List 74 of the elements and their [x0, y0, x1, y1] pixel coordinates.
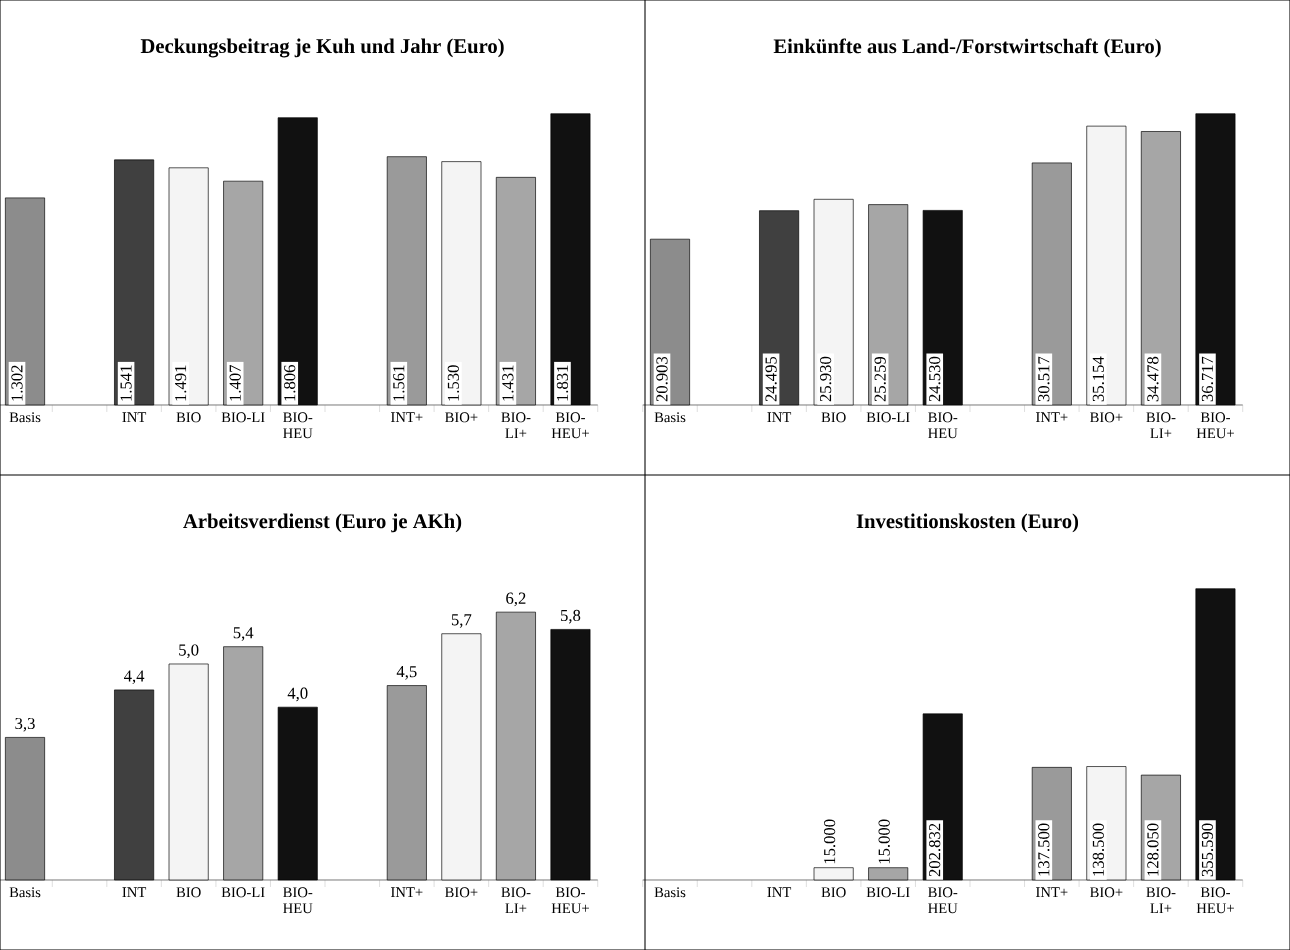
data-label: 4,5 — [396, 666, 417, 680]
data-label: 1.541 — [120, 365, 132, 401]
data-label: 25.930 — [819, 356, 832, 402]
x-tick-label: BIO — [821, 887, 846, 898]
data-label: 1.561 — [393, 365, 405, 401]
x-tick-label: BIO — [176, 887, 201, 898]
data-label: 5,8 — [561, 609, 581, 624]
data-label: 355.590 — [1201, 823, 1214, 877]
data-label: 35.154 — [1092, 356, 1104, 402]
x-tick-label: INT — [122, 887, 147, 897]
x-tick-label: BIO — [176, 412, 201, 423]
data-label: 202.832 — [929, 823, 941, 877]
data-label: 20.903 — [656, 356, 668, 402]
data-label: 5,4 — [233, 627, 254, 641]
data-label: 15.000 — [878, 819, 890, 864]
chart-title: Arbeitsverdienst (Euro je AKh) — [183, 513, 462, 533]
data-label: 15.000 — [823, 819, 836, 864]
data-label: 1.831 — [556, 365, 569, 401]
data-label: 6,2 — [506, 592, 526, 607]
data-label: 5,0 — [179, 644, 199, 659]
x-tick-label: BIO-HEU — [283, 412, 313, 439]
data-label: 4,4 — [124, 670, 145, 684]
x-tick-label: INT — [767, 412, 792, 422]
data-label: 1.806 — [284, 365, 296, 401]
data-label: 1.407 — [229, 365, 241, 401]
data-label: 24.530 — [929, 356, 941, 402]
x-tick-label: INT+ — [1035, 412, 1068, 422]
data-label: 1.530 — [447, 365, 460, 401]
data-label: 36.717 — [1201, 356, 1214, 402]
x-tick-label: BIO-LI — [221, 412, 265, 423]
data-label: 128.050 — [1147, 823, 1159, 876]
x-tick-label: BIO-HEU — [283, 887, 313, 914]
x-tick-label: Basis — [9, 412, 41, 423]
data-label: 137.500 — [1038, 823, 1050, 876]
x-tick-label: BIO-LI+ — [501, 412, 531, 439]
data-label: 25.259 — [874, 356, 886, 402]
x-tick-label: BIO+ — [445, 412, 478, 423]
data-label: 138.500 — [1092, 823, 1105, 876]
x-tick-label: INT — [767, 887, 792, 897]
data-label: 24.495 — [765, 356, 777, 402]
x-tick-label: BIO+ — [1090, 412, 1123, 423]
x-tick-label: BIO-LI — [866, 412, 910, 423]
x-tick-label: INT+ — [390, 887, 423, 897]
x-tick-label: BIO-HEU+ — [551, 887, 589, 914]
x-tick-label: BIO-HEU+ — [551, 412, 589, 439]
chart-title: Einkünfte aus Land-/Forstwirtschaft (Euro) — [773, 38, 1161, 58]
x-tick-label: Basis — [654, 887, 686, 898]
x-tick-label: BIO-LI+ — [1146, 887, 1176, 914]
x-tick-label: INT — [122, 412, 147, 422]
data-label: 34.478 — [1147, 356, 1159, 402]
data-label: 1.431 — [502, 365, 514, 401]
x-tick-label: BIO-HEU+ — [1196, 412, 1234, 439]
x-tick-label: BIO — [821, 412, 846, 423]
data-label: 5,7 — [451, 614, 472, 628]
x-tick-label: Basis — [654, 412, 686, 423]
x-tick-label: Basis — [9, 887, 41, 898]
data-label: 1.491 — [175, 365, 187, 401]
x-tick-label: INT+ — [1035, 887, 1068, 897]
x-tick-label: BIO-LI+ — [501, 887, 531, 914]
x-tick-label: BIO-HEU — [928, 412, 958, 439]
x-tick-label: BIO-LI — [221, 887, 265, 898]
data-label: 3,3 — [15, 717, 35, 732]
data-label: 30.517 — [1038, 356, 1050, 402]
x-tick-label: BIO-LI — [866, 887, 910, 898]
x-tick-label: BIO-LI+ — [1146, 412, 1176, 439]
chart-title: Deckungsbeitrag je Kuh und Jahr (Euro) — [140, 38, 504, 58]
x-tick-label: BIO+ — [1090, 887, 1123, 898]
chart-title: Investitionskosten (Euro) — [856, 513, 1079, 533]
x-tick-label: BIO+ — [445, 887, 478, 898]
data-label: 1.302 — [11, 365, 23, 401]
x-tick-label: BIO-HEU+ — [1196, 887, 1234, 914]
x-tick-label: INT+ — [390, 412, 423, 422]
x-tick-label: BIO-HEU — [928, 887, 958, 914]
data-label: 4,0 — [287, 687, 308, 702]
